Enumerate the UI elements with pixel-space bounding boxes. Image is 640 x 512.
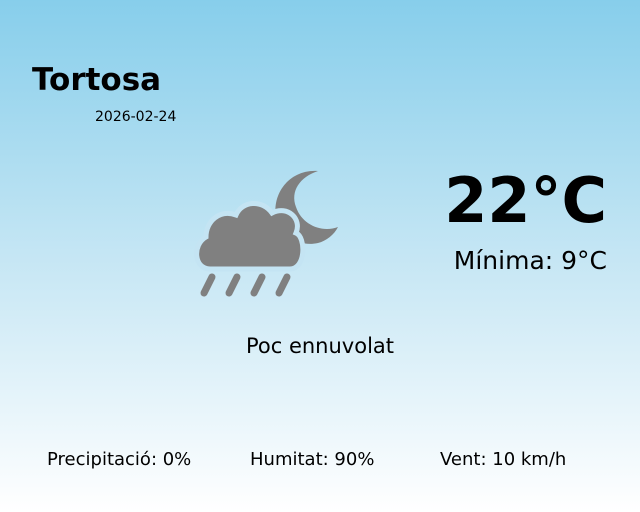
wind-stat: Vent: 10 km/h xyxy=(440,449,567,470)
humidity-stat: Humitat: 90% xyxy=(250,449,375,470)
forecast-date: 2026-02-24 xyxy=(95,109,177,125)
precipitation-stat: Precipitació: 0% xyxy=(47,449,192,470)
weather-condition: Poc ennuvolat xyxy=(245,334,395,358)
city-name: Tortosa xyxy=(32,62,162,98)
cloud-icon xyxy=(194,201,306,272)
rain-icon xyxy=(200,273,291,297)
minimum-temperature: Mínima: 9°C xyxy=(453,246,607,275)
current-temperature: 22°C xyxy=(444,164,607,237)
cloud-moon-rain-icon xyxy=(194,170,338,297)
